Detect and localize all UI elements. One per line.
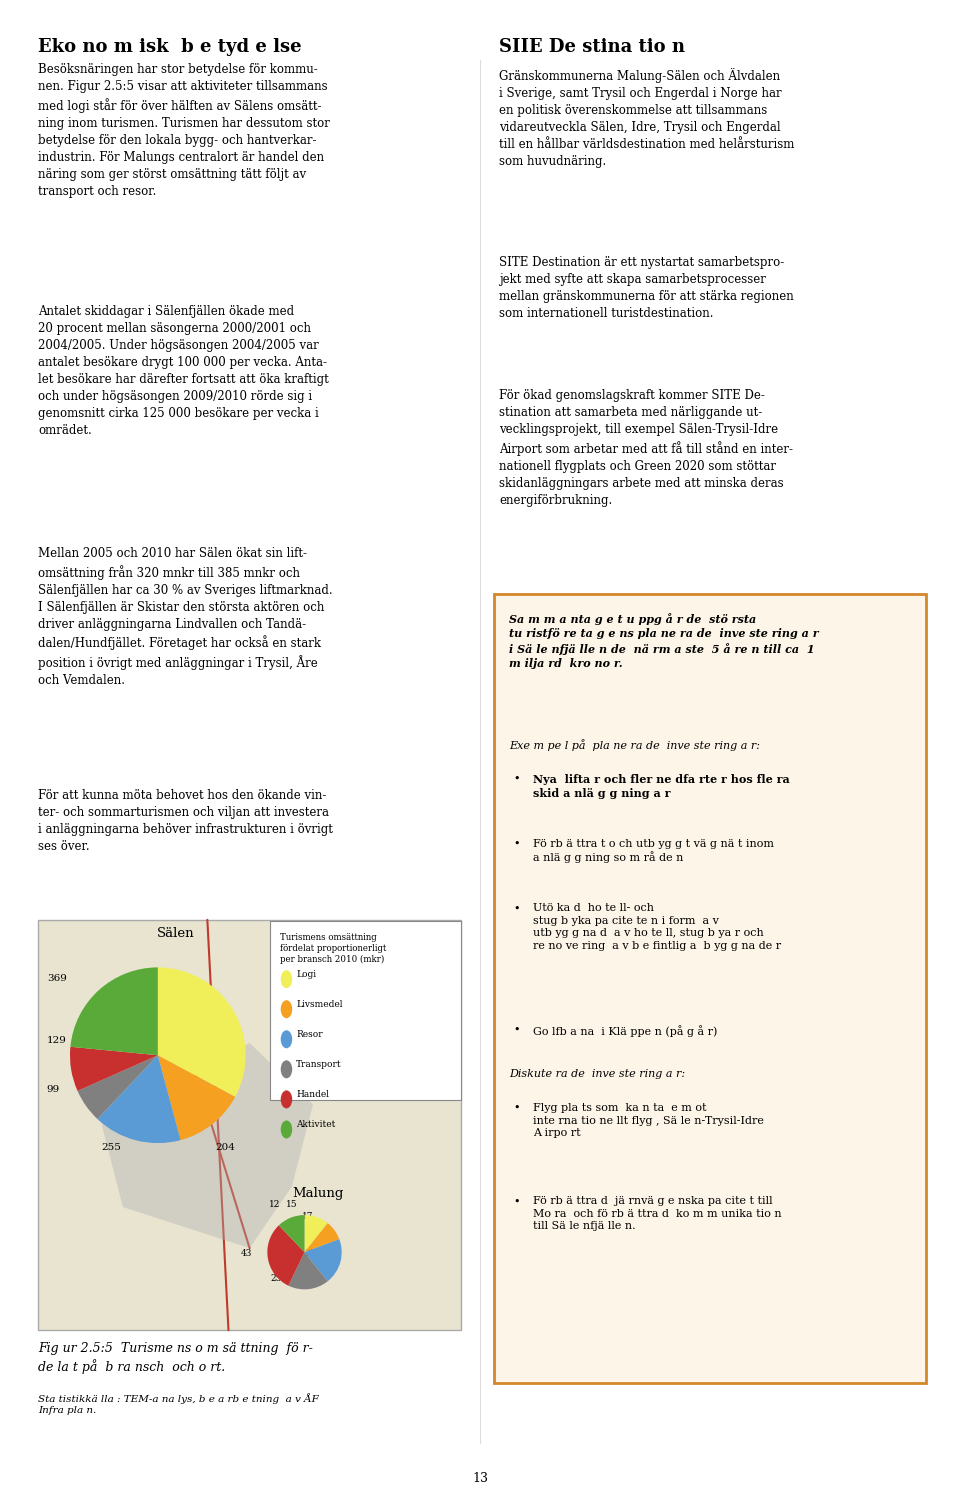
- Text: 28: 28: [304, 1249, 316, 1258]
- Text: Antalet skiddagar i Sälenfjällen ökade med
20 procent mellan säsongerna 2000/200: Antalet skiddagar i Sälenfjällen ökade m…: [38, 305, 329, 437]
- Text: Transport: Transport: [296, 1060, 342, 1069]
- Polygon shape: [102, 1043, 313, 1247]
- Circle shape: [280, 1120, 292, 1138]
- Text: Turismens omsättning
fördelat proportionerligt
per bransch 2010 (mkr): Turismens omsättning fördelat proportion…: [279, 932, 386, 963]
- Text: Fö rb ä ttra d  jä rnvä g e nska pa cite t till
Mo ra  och fö rb ä ttra d  ko m : Fö rb ä ttra d jä rnvä g e nska pa cite …: [533, 1196, 781, 1231]
- Text: Go lfb a na  i Klä ppe n (på g å r): Go lfb a na i Klä ppe n (på g å r): [533, 1025, 717, 1037]
- Wedge shape: [304, 1223, 339, 1252]
- Wedge shape: [78, 1055, 157, 1120]
- Wedge shape: [70, 1046, 157, 1091]
- Text: Utö ka d  ho te ll- och
stug b yka pa cite te n i form  a v
utb yg g na d  a v h: Utö ka d ho te ll- och stug b yka pa cit…: [533, 903, 780, 950]
- Text: Sälen: Sälen: [156, 927, 194, 941]
- Wedge shape: [157, 968, 246, 1097]
- Circle shape: [280, 1030, 292, 1048]
- Text: Fö rb ä ttra t o ch utb yg g t vä g nä t inom
a nlä g g ning so m rå de n: Fö rb ä ttra t o ch utb yg g t vä g nä t…: [533, 839, 774, 863]
- Text: 517: 517: [271, 995, 291, 1004]
- Text: 12: 12: [269, 1199, 280, 1208]
- Wedge shape: [98, 1055, 180, 1144]
- Text: •: •: [514, 903, 520, 914]
- Wedge shape: [267, 1225, 304, 1285]
- FancyBboxPatch shape: [270, 920, 462, 1100]
- Text: Eko no m isk  b e tyd e lse: Eko no m isk b e tyd e lse: [38, 38, 302, 56]
- Text: Aktivitet: Aktivitet: [296, 1120, 335, 1129]
- Text: 17: 17: [302, 1213, 314, 1222]
- FancyBboxPatch shape: [38, 920, 461, 1330]
- Text: Fig ur 2.5:5  Turisme ns o m sä ttning  fö r-
de la t på  b ra nsch  och o rt.: Fig ur 2.5:5 Turisme ns o m sä ttning fö…: [38, 1342, 313, 1374]
- Text: 43: 43: [241, 1249, 252, 1258]
- Text: Logi: Logi: [296, 969, 316, 978]
- Text: 99: 99: [47, 1085, 60, 1094]
- Wedge shape: [70, 968, 157, 1055]
- Text: 25: 25: [271, 1275, 282, 1284]
- Text: Diskute ra de  inve ste ring a r:: Diskute ra de inve ste ring a r:: [509, 1069, 684, 1079]
- Wedge shape: [304, 1238, 342, 1281]
- Text: SITE Destination är ett nystartat samarbetspro-
jekt med syfte att skapa samarbe: SITE Destination är ett nystartat samarb…: [499, 256, 794, 320]
- Text: 13: 13: [472, 1471, 488, 1485]
- Text: 129: 129: [47, 1036, 67, 1045]
- Text: Livsmedel: Livsmedel: [296, 999, 343, 1009]
- Text: 15: 15: [285, 1199, 298, 1208]
- Text: 204: 204: [216, 1142, 236, 1151]
- Circle shape: [280, 1090, 292, 1108]
- Text: 369: 369: [47, 974, 67, 983]
- Circle shape: [280, 969, 292, 987]
- Text: Gränskommunerna Malung-Sälen och Älvdalen
i Sverige, samt Trysil och Engerdal i : Gränskommunerna Malung-Sälen och Älvdale…: [499, 68, 795, 168]
- Wedge shape: [288, 1252, 327, 1290]
- Text: För att kunna möta behovet hos den ökande vin-
ter- och sommarturismen och vilja: För att kunna möta behovet hos den ökand…: [38, 789, 333, 854]
- Text: Mellan 2005 och 2010 har Sälen ökat sin lift-
omsättning från 320 mnkr till 385 : Mellan 2005 och 2010 har Sälen ökat sin …: [38, 547, 333, 687]
- Circle shape: [280, 1060, 292, 1078]
- Text: •: •: [514, 839, 520, 849]
- Text: SIIE De stina tio n: SIIE De stina tio n: [499, 38, 685, 56]
- Text: •: •: [514, 1103, 520, 1114]
- Wedge shape: [157, 1055, 235, 1141]
- Circle shape: [280, 999, 292, 1018]
- Text: 255: 255: [102, 1142, 122, 1151]
- Text: Sa m m a nta g e t u ppg å r de  stö rsta
tu ristfö re ta g e ns pla ne ra de  i: Sa m m a nta g e t u ppg å r de stö rsta…: [509, 613, 819, 669]
- Text: Exe m pe l på  pla ne ra de  inve ste ring a r:: Exe m pe l på pla ne ra de inve ste ring…: [509, 739, 759, 752]
- FancyBboxPatch shape: [494, 594, 926, 1383]
- Text: Resor: Resor: [296, 1030, 323, 1039]
- Text: Flyg pla ts som  ka n ta  e m ot
inte rna tio ne llt flyg , Sä le n-Trysil-Idre
: Flyg pla ts som ka n ta e m ot inte rna …: [533, 1103, 763, 1138]
- Wedge shape: [304, 1214, 327, 1252]
- Text: För ökad genomslagskraft kommer SITE De-
stination att samarbeta med närliggande: För ökad genomslagskraft kommer SITE De-…: [499, 389, 793, 507]
- Text: Malung: Malung: [292, 1186, 344, 1199]
- Text: Nya  lifta r och fler ne dfa rte r hos fle ra
skid a nlä g g ning a r: Nya lifta r och fler ne dfa rte r hos fl…: [533, 774, 789, 798]
- Text: •: •: [514, 774, 520, 785]
- Text: Handel: Handel: [296, 1090, 329, 1099]
- Text: •: •: [514, 1196, 520, 1207]
- Text: Sta tistikkä lla : TEM-a na lys, b e a rb e tning  a v ÅF
Infra pla n.: Sta tistikkä lla : TEM-a na lys, b e a r…: [38, 1393, 320, 1416]
- Text: Besöksnäringen har stor betydelse för kommu-
nen. Figur 2.5:5 visar att aktivite: Besöksnäringen har stor betydelse för ko…: [38, 63, 330, 198]
- Wedge shape: [278, 1214, 304, 1252]
- Text: •: •: [514, 1025, 520, 1036]
